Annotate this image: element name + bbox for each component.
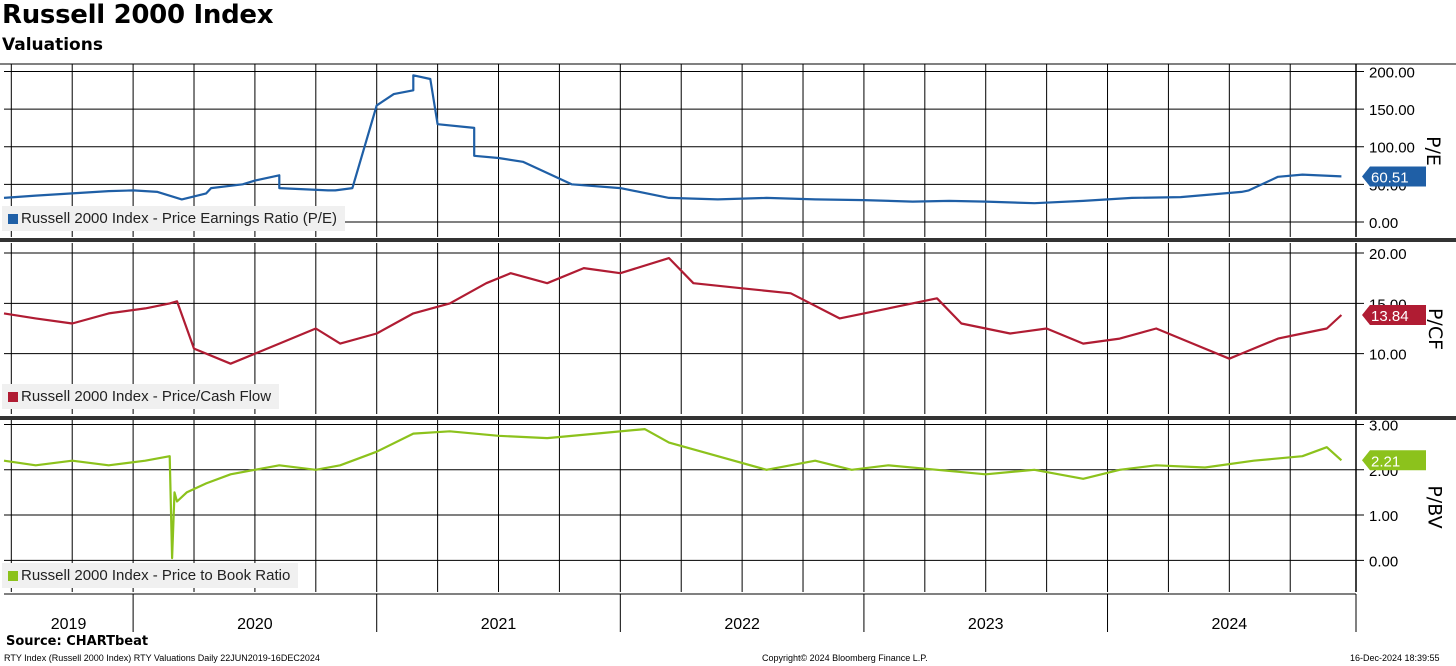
ytick-label-2-1: 1.00 [1369, 508, 1398, 525]
legend-pbv: Russell 2000 Index - Price to Book Ratio [2, 563, 299, 588]
ytick-label-1-2: 20.00 [1369, 246, 1407, 263]
legend-swatch-pbv [8, 570, 18, 581]
series-line-0 [3, 74, 1342, 205]
footer-timestamp: 16-Dec-2024 18:39:55 [1350, 653, 1440, 663]
series-line-1 [3, 257, 1343, 365]
ytick-label-0-4: 200.00 [1369, 65, 1415, 82]
last-value-label-1: 13.84 [1371, 308, 1409, 325]
footer-copyright: Copyright© 2024 Bloomberg Finance L.P. [762, 653, 928, 663]
ylabel-pe: P/E [1421, 136, 1444, 166]
source-note: Source: CHARTbeat [6, 634, 149, 649]
last-value-label-0: 60.51 [1371, 169, 1409, 186]
last-value-tag-1 [1362, 305, 1426, 326]
ytick-label-2-0: 0.00 [1369, 553, 1398, 570]
legend-pe: Russell 2000 Index - Price Earnings Rati… [2, 206, 345, 231]
x-tick-label-0: 2019 [51, 616, 87, 633]
x-tick-label-1: 2020 [237, 616, 273, 633]
ytick-label-0-2: 100.00 [1369, 140, 1415, 157]
ylabel-pcf: P/CF [1424, 307, 1447, 351]
x-tick-label-3: 2022 [724, 616, 760, 633]
panel-separator-1 [0, 416, 1456, 420]
x-tick-label-5: 2024 [1212, 616, 1248, 633]
legend-label-pcf: Russell 2000 Index - Price/Cash Flow [21, 388, 272, 405]
ytick-label-0-3: 150.00 [1369, 102, 1415, 119]
chart-subtitle: Valuations [2, 35, 103, 55]
footer-left: RTY Index (Russell 2000 Index) RTY Valua… [4, 653, 320, 663]
legend-label-pe: Russell 2000 Index - Price Earnings Rati… [21, 210, 337, 227]
legend-pcf: Russell 2000 Index - Price/Cash Flow [2, 384, 280, 409]
ytick-label-2-3: 3.00 [1369, 418, 1398, 435]
legend-label-pbv: Russell 2000 Index - Price to Book Ratio [21, 567, 291, 584]
x-tick-label-2: 2021 [481, 616, 517, 633]
panel-separator-0 [0, 238, 1456, 242]
legend-swatch-pe [8, 213, 18, 224]
last-value-tag-2 [1362, 450, 1426, 471]
ytick-label-0-0: 0.00 [1369, 215, 1398, 232]
ytick-label-1-0: 10.00 [1369, 347, 1407, 364]
last-value-label-2: 2.21 [1371, 453, 1400, 470]
last-value-tag-0 [1362, 166, 1426, 187]
chart-title: Russell 2000 Index [2, 0, 274, 30]
legend-swatch-pcf [8, 391, 18, 402]
x-tick-label-4: 2023 [968, 616, 1004, 633]
ylabel-pbv: P/BV [1423, 485, 1446, 529]
series-line-2 [3, 428, 1343, 560]
